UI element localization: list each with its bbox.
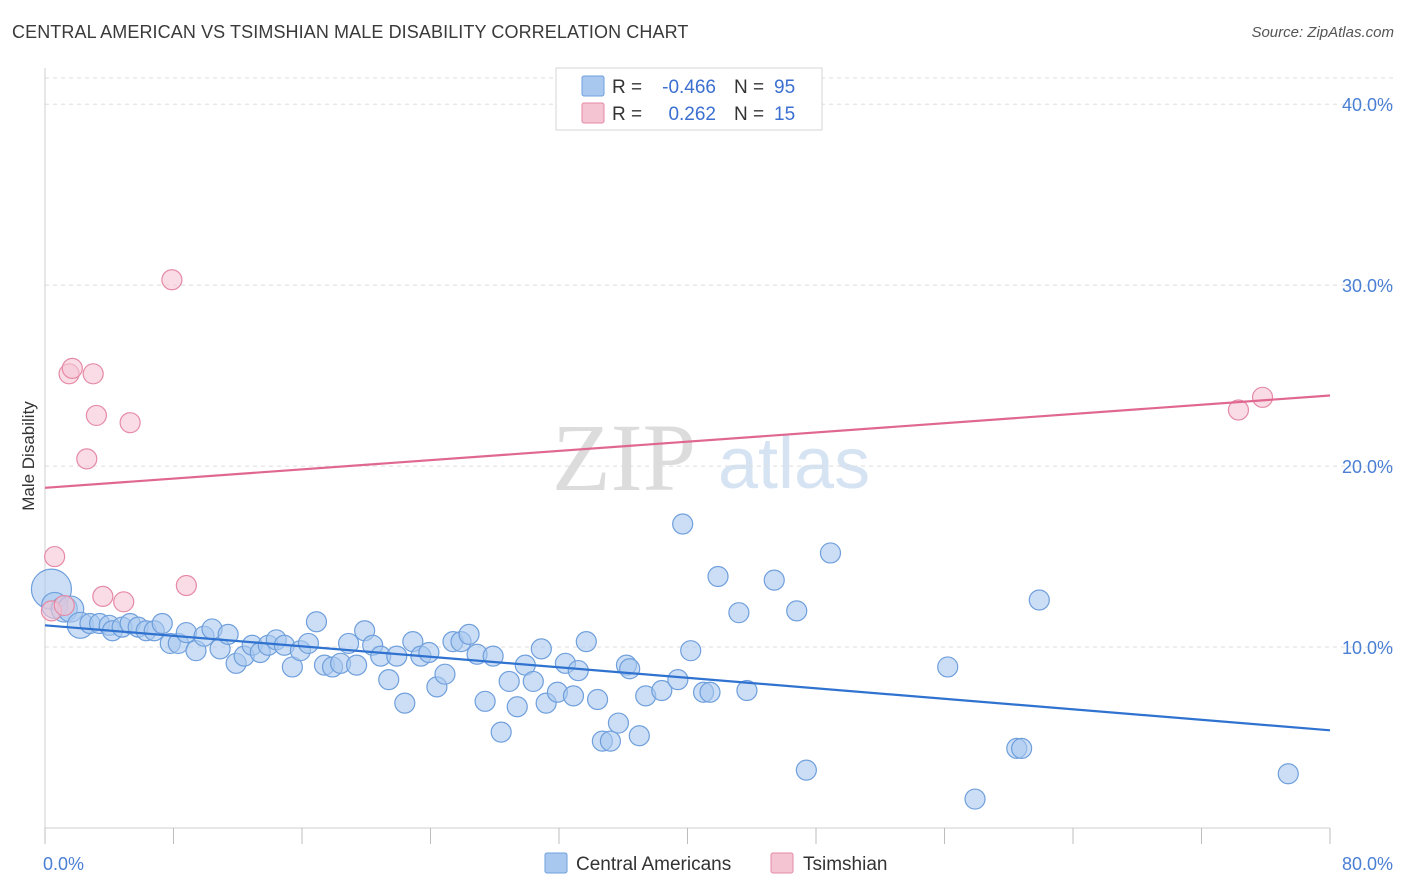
x-tick-label-min: 0.0%	[43, 854, 84, 874]
point-tsimshian	[92, 585, 114, 607]
legend-label-tsimshian: Tsimshian	[803, 854, 887, 875]
point-central-americans	[458, 623, 480, 645]
trendline-tsimshian	[44, 394, 1331, 489]
watermark: ZIP atlas	[552, 404, 870, 511]
point-central-americans	[394, 692, 416, 714]
stats-legend: R = -0.466 N = 95 R = 0.262 N = 15	[555, 67, 823, 131]
point-central-americans	[1028, 589, 1050, 611]
point-tsimshian	[82, 363, 104, 385]
legend-n-label: N =	[734, 77, 764, 98]
point-central-americans	[699, 681, 721, 703]
legend-swatch-blue	[581, 75, 605, 97]
point-central-americans	[575, 631, 597, 653]
point-central-americans	[728, 602, 750, 624]
point-central-americans	[786, 600, 808, 622]
point-central-americans	[175, 621, 197, 644]
y-tick-labels: 10.0% 20.0% 30.0% 40.0%	[1342, 95, 1393, 658]
point-central-americans	[607, 712, 630, 734]
point-central-americans	[346, 654, 368, 676]
point-central-americans	[628, 725, 650, 747]
point-tsimshian	[85, 404, 108, 427]
point-tsimshian	[53, 594, 75, 617]
point-central-americans	[386, 645, 408, 667]
point-central-americans	[567, 659, 589, 682]
trendline-central-americans	[44, 624, 1331, 732]
point-central-americans	[562, 685, 585, 707]
point-central-americans	[490, 721, 512, 743]
point-central-americans	[736, 679, 758, 702]
legend-swatch-pink	[581, 102, 605, 124]
y-tick-label: 30.0%	[1342, 276, 1393, 296]
point-central-americans	[522, 670, 544, 693]
legend-r-value: -0.466	[662, 77, 716, 98]
point-tsimshian	[61, 357, 83, 379]
legend-n-value: 15	[774, 104, 795, 125]
point-central-americans	[619, 658, 641, 680]
point-central-americans	[599, 730, 622, 752]
point-central-americans	[474, 690, 496, 712]
x-tick-label-max: 80.0%	[1342, 854, 1393, 874]
point-tsimshian	[1227, 399, 1250, 421]
point-central-americans	[337, 632, 360, 655]
legend-n-label: N =	[734, 104, 764, 125]
point-tsimshian	[175, 574, 197, 597]
point-central-americans	[506, 696, 528, 718]
legend-label-central-americans: Central Americans	[576, 854, 731, 875]
legend-r-label: R =	[612, 77, 642, 98]
grid-lines	[45, 77, 1395, 648]
point-central-americans	[1277, 763, 1299, 785]
axes	[44, 68, 1331, 844]
point-central-americans	[667, 669, 689, 691]
chart-title: CENTRAL AMERICAN VS TSIMSHIAN MALE DISAB…	[12, 22, 689, 42]
point-tsimshian	[44, 545, 66, 568]
point-tsimshian	[1251, 386, 1274, 408]
point-central-americans	[151, 612, 173, 635]
point-central-americans	[672, 513, 694, 535]
y-axis-title: Male Disability	[19, 401, 38, 511]
point-central-americans	[418, 641, 440, 664]
point-central-americans	[964, 788, 986, 810]
point-central-americans	[498, 670, 520, 693]
point-central-americans	[297, 632, 320, 655]
legend-swatch-tsimshian	[770, 852, 794, 874]
chart-source: Source: ZipAtlas.com	[1251, 24, 1394, 41]
point-tsimshian	[119, 412, 141, 434]
point-tsimshian	[161, 269, 183, 291]
point-central-americans	[586, 688, 609, 711]
point-tsimshian	[113, 591, 135, 613]
series-legend: Central Americans Tsimshian	[544, 852, 887, 875]
point-central-americans	[707, 565, 729, 588]
point-central-americans	[937, 656, 959, 678]
point-central-americans	[763, 569, 785, 591]
x-tick-labels: 0.0% 80.0%	[43, 854, 1393, 874]
watermark-atlas: atlas	[718, 424, 870, 504]
point-central-americans	[434, 663, 456, 685]
point-central-americans	[651, 679, 673, 702]
point-central-americans	[378, 669, 400, 691]
watermark-zip: ZIP	[552, 404, 696, 511]
legend-r-label: R =	[612, 104, 642, 125]
point-central-americans	[305, 611, 328, 633]
legend-swatch-central-americans	[544, 852, 568, 874]
trend-lines	[44, 394, 1331, 732]
data-points	[30, 269, 1299, 810]
point-central-americans	[680, 640, 702, 662]
point-central-americans	[1010, 737, 1033, 759]
point-central-americans	[795, 759, 817, 781]
legend-n-value: 95	[774, 77, 795, 98]
point-central-americans	[530, 638, 552, 660]
y-tick-label: 10.0%	[1342, 638, 1393, 658]
point-central-americans	[819, 542, 842, 564]
y-tick-label: 40.0%	[1342, 95, 1393, 115]
point-tsimshian	[76, 448, 98, 470]
legend-r-value: 0.262	[668, 104, 716, 125]
y-tick-label: 20.0%	[1342, 457, 1393, 477]
